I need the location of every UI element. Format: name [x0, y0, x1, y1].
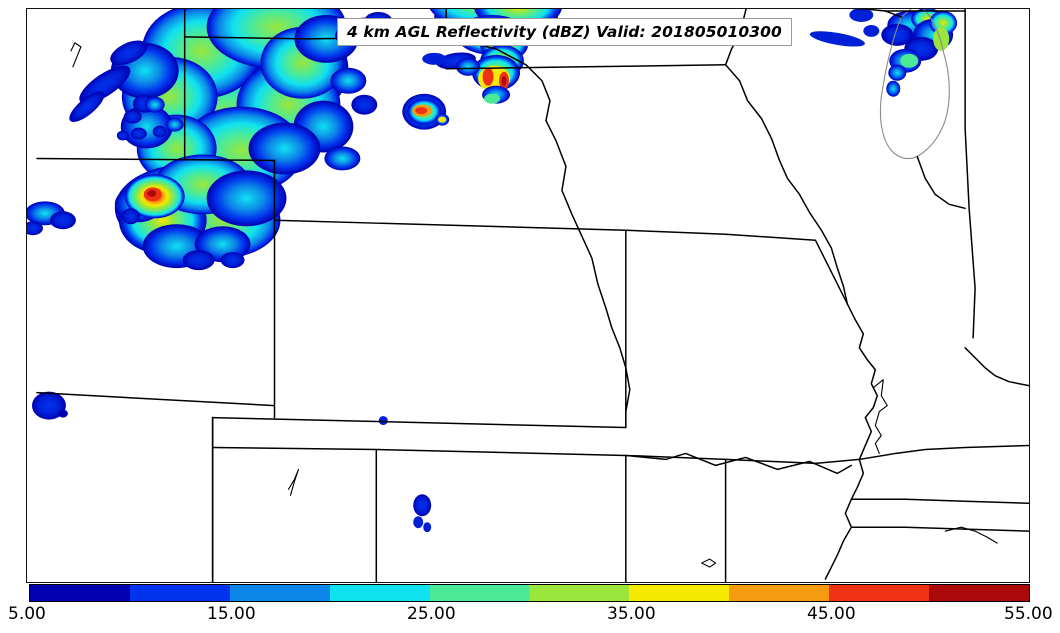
state-boundaries [36, 9, 1029, 582]
colorbar-segment-35-40 [629, 585, 730, 601]
colorbar-segment-25-30 [429, 585, 530, 601]
colorbar-segment-5-10 [30, 585, 130, 601]
colorbar-tick-15: 15.00 [207, 604, 256, 624]
colorbar-tick-55: 55.00 [1004, 604, 1053, 624]
colorbar-segment-45-50 [829, 585, 930, 601]
colorbar-tick-25: 25.00 [407, 604, 456, 624]
echo-wyoming-nebraska-mcs [69, 9, 393, 195]
colorbar-segment-15-20 [229, 585, 330, 601]
echo-colorado-supercell [114, 154, 287, 271]
echo-isolated-dots [378, 416, 432, 533]
echo-nebraska-cell [402, 93, 450, 130]
radar-echo-layer [27, 9, 958, 533]
echo-wisconsin-lakemichigan [809, 9, 958, 97]
colorbar-segment-50-55 [929, 585, 1030, 601]
map-canvas [27, 9, 1029, 582]
colorbar-tick-35: 35.00 [607, 604, 656, 624]
colorbar-tick-5: 5.00 [8, 604, 46, 624]
map-title-text: 4 km AGL Reflectivity (dBZ) Valid: 20180… [347, 23, 782, 41]
reflectivity-colorbar [29, 584, 1030, 602]
map-title-box: 4 km AGL Reflectivity (dBZ) Valid: 20180… [337, 18, 792, 46]
colorbar-segment-30-35 [529, 585, 630, 601]
colorbar-segment-10-15 [129, 585, 230, 601]
map-panel: 4 km AGL Reflectivity (dBZ) Valid: 20180… [26, 8, 1030, 583]
colorbar-segment-20-25 [329, 585, 430, 601]
echo-west-weak-cells [27, 201, 76, 420]
colorbar-segment-40-45 [729, 585, 830, 601]
colorbar-tick-labels: 5.00 15.00 25.00 35.00 45.00 55.00 [0, 604, 1060, 630]
colorbar-tick-45: 45.00 [807, 604, 856, 624]
